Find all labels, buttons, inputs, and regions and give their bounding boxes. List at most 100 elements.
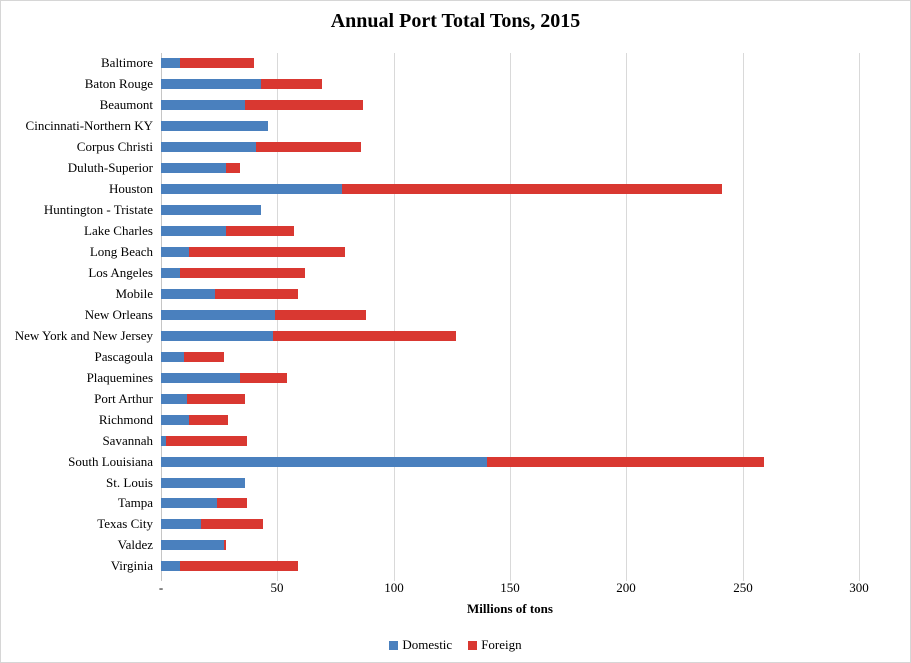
bar-row: St. Louis <box>1 472 859 493</box>
bar-row: Valdez <box>1 535 859 556</box>
bar-track <box>161 247 345 258</box>
foreign-bar-segment <box>188 247 345 258</box>
foreign-bar-segment <box>486 456 764 467</box>
category-label: Huntington - Tristate <box>43 202 153 218</box>
legend-label-foreign: Foreign <box>481 637 522 652</box>
domestic-bar-segment <box>161 519 201 530</box>
domestic-bar-segment <box>161 309 275 320</box>
bar-row: Los Angeles <box>1 263 859 284</box>
bar-track <box>161 372 287 383</box>
domestic-bar-segment <box>161 456 487 467</box>
category-label: Los Angeles <box>88 265 153 280</box>
bar-row: Texas City <box>1 514 859 535</box>
domestic-bar-segment <box>161 477 245 488</box>
domestic-bar-segment <box>161 121 269 132</box>
bar-track <box>161 498 248 509</box>
bar-row: South Louisiana <box>1 451 859 472</box>
bar-track <box>161 226 294 237</box>
x-tick-label: 150 <box>500 580 520 595</box>
category-label: Baltimore <box>101 55 153 71</box>
domestic-bar-segment <box>161 163 227 174</box>
bar-track <box>161 456 764 467</box>
foreign-bar-segment <box>179 58 255 69</box>
category-label: Mobile <box>115 285 153 301</box>
bar-track <box>161 163 241 174</box>
bar-track <box>161 435 248 446</box>
domestic-bar-segment <box>161 247 189 258</box>
bar-row: Plaquemines <box>1 367 859 388</box>
bar-track <box>161 540 227 551</box>
domestic-bar-segment <box>161 184 343 195</box>
bar-row: Beaumont <box>1 95 859 116</box>
bar-row: Long Beach <box>1 242 859 263</box>
category-label: St. Louis <box>106 474 153 490</box>
domestic-bar-segment <box>161 288 215 299</box>
foreign-bar-segment <box>179 268 306 278</box>
foreign-bar-segment <box>226 163 241 174</box>
domestic-bar-segment <box>161 330 273 341</box>
legend-label-domestic: Domestic <box>402 637 453 652</box>
x-tick-label: - <box>158 580 164 595</box>
domestic-bar-segment <box>161 226 227 237</box>
gridline <box>394 53 395 581</box>
bar-track <box>161 309 366 320</box>
foreign-bar-segment <box>184 351 224 362</box>
bar-track <box>161 184 722 195</box>
bar-row: Baltimore <box>1 53 859 74</box>
domestic-bar-segment <box>161 58 180 69</box>
category-label: Texas City <box>97 516 153 532</box>
bar-row: Houston <box>1 179 859 200</box>
x-tick-label: 200 <box>616 580 636 595</box>
bar-row: Port Arthur <box>1 388 859 409</box>
domestic-bar-segment <box>161 540 224 551</box>
bar-row: New York and New Jersey <box>1 325 859 346</box>
category-label: Cincinnati-Northern KY <box>25 118 153 134</box>
category-label: Port Arthur <box>94 390 153 406</box>
category-label: Duluth-Superior <box>67 160 153 176</box>
bar-track <box>161 330 457 341</box>
bar-track <box>161 288 299 299</box>
foreign-bar-segment <box>256 142 362 153</box>
foreign-bar-segment <box>275 309 366 320</box>
chart-title: Annual Port Total Tons, 2015 <box>330 10 581 32</box>
category-label: Pascagoula <box>94 348 153 364</box>
bar-row: Cincinnati-Northern KY <box>1 116 859 137</box>
gridline <box>510 53 511 581</box>
domestic-bar-segment <box>161 351 185 362</box>
x-tick-label: 50 <box>270 580 284 595</box>
gridline <box>626 53 627 581</box>
bar-row: Mobile <box>1 283 859 304</box>
category-label: Tampa <box>117 495 153 511</box>
category-label: Houston <box>108 181 153 197</box>
foreign-bar-segment <box>272 330 457 341</box>
bar-row: Tampa <box>1 493 859 514</box>
bar-row: Huntington - Tristate <box>1 200 859 221</box>
domestic-bar-segment <box>161 142 257 153</box>
foreign-legend-swatch-icon <box>468 640 478 650</box>
category-label: Savannah <box>102 432 153 448</box>
bar-row: Baton Rouge <box>1 74 859 95</box>
domestic-bar-segment <box>161 268 180 278</box>
bar-track <box>161 519 264 530</box>
legend-item-foreign: Foreign <box>468 637 522 653</box>
bar-row: Lake Charles <box>1 221 859 242</box>
domestic-bar-segment <box>161 393 187 404</box>
bar-row: Pascagoula <box>1 346 859 367</box>
bar-row: Duluth-Superior <box>1 158 859 179</box>
bar-track <box>161 58 255 69</box>
category-label: New York and New Jersey <box>14 327 153 343</box>
bar-track <box>161 351 224 362</box>
bar-row: Corpus Christi <box>1 137 859 158</box>
foreign-bar-segment <box>186 393 245 404</box>
category-label: Lake Charles <box>84 223 153 239</box>
x-axis-label: Millions of tons <box>467 601 553 616</box>
bar-track <box>161 268 306 278</box>
bar-track <box>161 79 322 90</box>
bar-track <box>161 393 245 404</box>
domestic-bar-segment <box>161 205 262 216</box>
foreign-bar-segment <box>342 184 722 195</box>
category-label: South Louisiana <box>68 453 153 469</box>
bar-row: Richmond <box>1 409 859 430</box>
category-label: Beaumont <box>99 97 153 113</box>
bar-track <box>161 121 269 132</box>
